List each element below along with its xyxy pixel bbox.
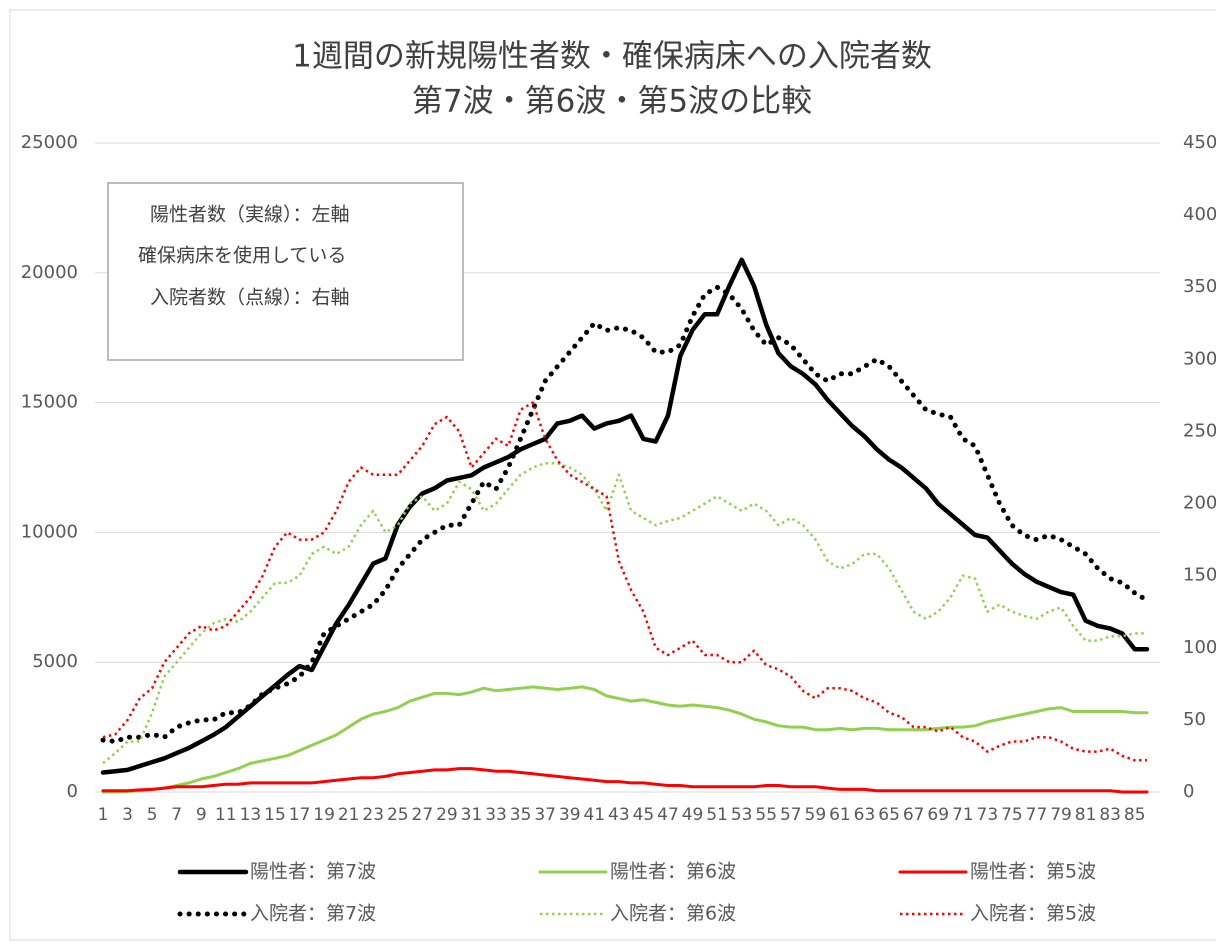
- x-tick-label: 9: [196, 805, 207, 825]
- x-tick-label: 81: [1075, 805, 1097, 825]
- x-tick-label: 79: [1050, 805, 1072, 825]
- x-tick-label: 75: [1001, 805, 1023, 825]
- annotation-box: [107, 182, 464, 361]
- x-tick-label: 7: [171, 805, 182, 825]
- x-tick-label: 1: [98, 805, 109, 825]
- x-tick-label: 85: [1124, 805, 1146, 825]
- annotation: 確保病床を使用している: [138, 245, 346, 267]
- annotation: 入院者数（点線）：右軸: [150, 287, 350, 309]
- y-tick-label: 25000: [21, 132, 78, 153]
- x-tick-label: 43: [608, 805, 630, 825]
- series-line: [101, 685, 1149, 794]
- series-line: [101, 767, 1149, 794]
- x-tick-label: 33: [485, 805, 507, 825]
- x-tick-label: 71: [952, 805, 974, 825]
- x-tick-label: 45: [633, 805, 655, 825]
- x-tick-label: 19: [313, 805, 335, 825]
- x-tick-label: 63: [854, 805, 876, 825]
- x-tick-label: 17: [289, 805, 311, 825]
- x-tick-label: 25: [387, 805, 409, 825]
- x-tick-label: 57: [780, 805, 802, 825]
- x-tick-label: 73: [977, 805, 999, 825]
- chart-subtitle: 第7波・第6波・第5波の比較: [412, 84, 812, 120]
- legend-label: 陽性者：第6波: [610, 861, 736, 883]
- series-line: [102, 461, 1147, 765]
- x-tick-label: 37: [534, 805, 556, 825]
- x-tick-label: 65: [878, 805, 900, 825]
- x-tick-label: 5: [147, 805, 158, 825]
- x-tick-label: 15: [264, 805, 286, 825]
- x-tick-label: 49: [682, 805, 704, 825]
- y2-tick-label: 100: [1183, 637, 1216, 658]
- legend-label: 入院者：第5波: [970, 903, 1096, 925]
- x-tick-label: 83: [1099, 805, 1121, 825]
- x-tick-label: 53: [731, 805, 753, 825]
- y2-tick-label: 150: [1183, 565, 1216, 586]
- chart-frame: [9, 9, 1216, 941]
- legend-label: 入院者：第7波: [250, 903, 376, 925]
- x-tick-label: 61: [829, 805, 851, 825]
- series-line: [100, 284, 1150, 744]
- y-tick-label: 15000: [21, 392, 78, 413]
- x-tick-label: 59: [805, 805, 827, 825]
- legend-label: 入院者：第6波: [610, 903, 736, 925]
- x-tick-label: 51: [706, 805, 728, 825]
- y2-tick-label: 0: [1183, 781, 1194, 802]
- y-tick-label: 5000: [32, 651, 78, 672]
- x-tick-label: 67: [903, 805, 925, 825]
- series-line: [102, 401, 1147, 762]
- y2-tick-label: 200: [1183, 493, 1216, 514]
- y2-tick-label: 400: [1183, 204, 1216, 225]
- y2-tick-label: 350: [1183, 276, 1216, 297]
- annotation: 陽性者数（実線）：左軸: [150, 204, 350, 226]
- legend-label: 陽性者：第7波: [250, 861, 376, 883]
- y2-tick-label: 300: [1183, 348, 1216, 369]
- x-tick-label: 55: [755, 805, 777, 825]
- x-tick-label: 35: [510, 805, 532, 825]
- x-tick-label: 21: [338, 805, 360, 825]
- x-tick-label: 29: [436, 805, 458, 825]
- legend-label: 陽性者：第5波: [970, 861, 1096, 883]
- y-tick-label: 20000: [21, 262, 78, 283]
- chart-title: 1週間の新規陽性者数・確保病床への入院者数: [292, 39, 932, 75]
- x-tick-label: 3: [122, 805, 133, 825]
- plot: [100, 257, 1150, 794]
- x-tick-label: 41: [583, 805, 605, 825]
- series-line: [100, 257, 1150, 775]
- x-tick-label: 13: [240, 805, 262, 825]
- x-tick-label: 39: [559, 805, 581, 825]
- y2-tick-label: 250: [1183, 420, 1216, 441]
- y-tick-label: 10000: [21, 521, 78, 542]
- y2-tick-label: 450: [1183, 132, 1216, 153]
- y2-tick-label: 50: [1183, 709, 1206, 730]
- x-tick-label: 47: [657, 805, 679, 825]
- x-tick-label: 23: [362, 805, 384, 825]
- x-tick-label: 69: [927, 805, 949, 825]
- x-tick-label: 11: [215, 805, 237, 825]
- x-tick-label: 77: [1026, 805, 1048, 825]
- x-tick-label: 27: [412, 805, 434, 825]
- x-tick-label: 31: [461, 805, 483, 825]
- y-tick-label: 0: [67, 781, 78, 802]
